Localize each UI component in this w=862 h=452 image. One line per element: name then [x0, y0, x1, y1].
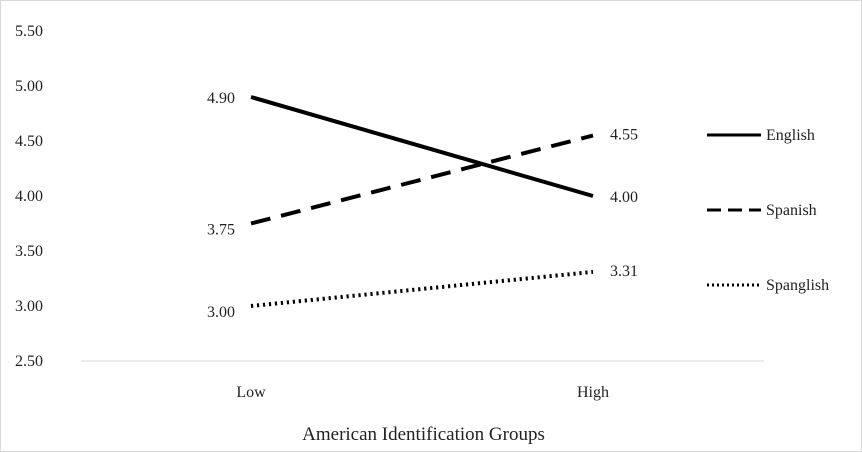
- y-tick-label: 5.00: [15, 78, 43, 95]
- y-tick-label: 5.50: [15, 23, 43, 40]
- x-axis-label: American Identification Groups: [302, 424, 545, 445]
- x-tick-label: Low: [236, 384, 266, 401]
- series-line-english: [250, 95, 594, 198]
- legend: English Spanish Spanglish: [707, 127, 829, 294]
- series-line-spanish: [250, 133, 594, 226]
- data-label: 3.75: [207, 222, 235, 239]
- x-axis-ticks: Low High: [236, 384, 609, 401]
- data-label: 4.90: [207, 90, 235, 107]
- data-label: 3.00: [207, 304, 235, 321]
- data-label: 4.55: [610, 127, 638, 144]
- legend-label: English: [766, 127, 815, 144]
- legend-item: Spanglish: [707, 277, 829, 294]
- series-line-spanglish: [250, 269, 594, 308]
- legend-item: Spanish: [707, 202, 817, 219]
- y-axis-ticks: 2.50 3.00 3.50 4.00 4.50 5.00 5.50: [15, 23, 43, 370]
- data-labels: 4.90 4.00 3.75 4.55 3.00 3.31: [207, 90, 638, 321]
- y-tick-label: 4.00: [15, 188, 43, 205]
- legend-item: English: [707, 127, 815, 144]
- y-tick-label: 4.50: [15, 133, 43, 150]
- series-lines: [250, 95, 594, 308]
- legend-label: Spanish: [766, 202, 817, 219]
- data-label: 4.00: [610, 189, 638, 206]
- y-tick-label: 3.00: [15, 298, 43, 315]
- y-tick-label: 2.50: [15, 353, 43, 370]
- data-label: 3.31: [610, 263, 638, 280]
- x-tick-label: High: [577, 384, 609, 401]
- y-tick-label: 3.50: [15, 243, 43, 260]
- legend-label: Spanglish: [766, 277, 829, 294]
